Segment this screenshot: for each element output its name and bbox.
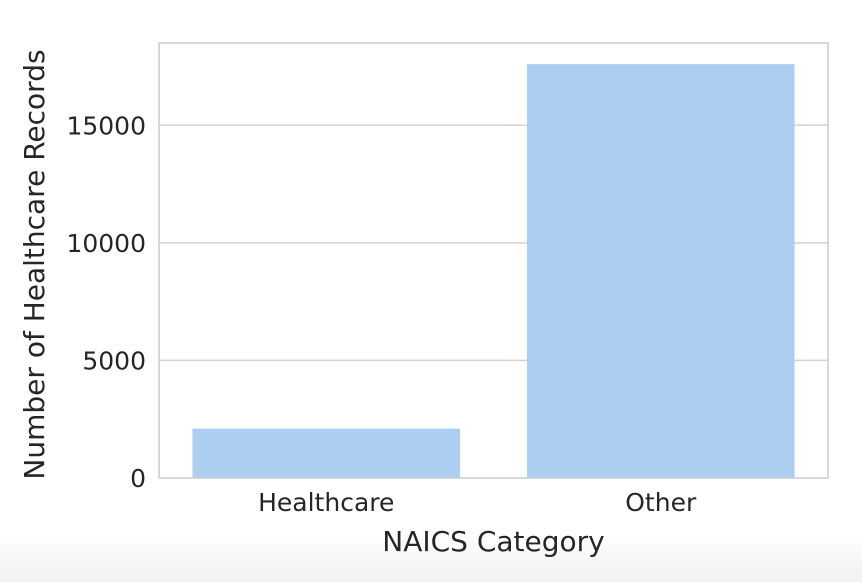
y-tick-label: 5000 — [82, 346, 146, 375]
x-tick-labels: Healthcare Other — [258, 488, 697, 517]
y-axis-label: Number of Healthcare Records — [18, 49, 51, 479]
plot-frame — [158, 42, 829, 479]
y-tick-label: 0 — [130, 464, 146, 493]
bars — [192, 64, 795, 478]
bar-healthcare — [192, 428, 461, 478]
y-tick-label: 10000 — [66, 229, 146, 258]
y-tick-label: 15000 — [66, 111, 146, 140]
x-axis-label: NAICS Category — [382, 525, 604, 558]
bar-other — [526, 64, 795, 478]
x-tick-label: Other — [625, 488, 697, 517]
y-tick-labels: 0 5000 10000 15000 — [66, 111, 146, 493]
x-tick-label: Healthcare — [258, 488, 394, 517]
